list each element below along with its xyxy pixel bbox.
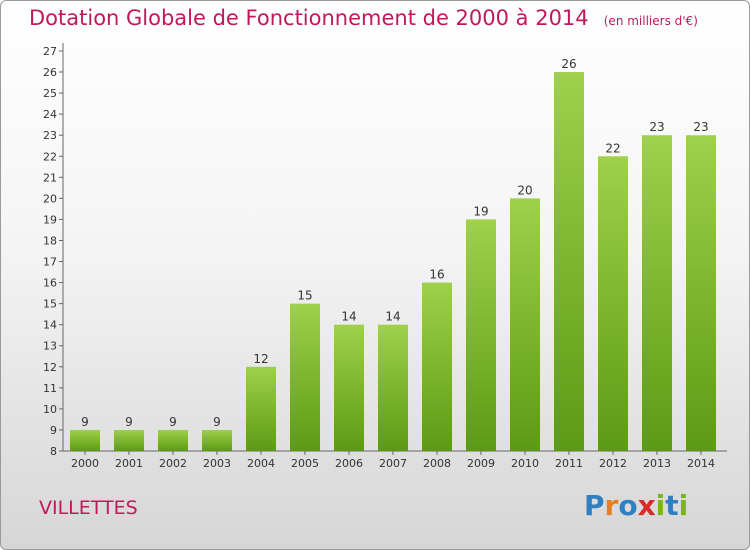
bar bbox=[114, 429, 144, 451]
x-tick-label: 2007 bbox=[379, 457, 407, 470]
x-tick-label: 2011 bbox=[555, 457, 583, 470]
bar bbox=[290, 303, 320, 451]
y-tick-label: 25 bbox=[43, 87, 57, 100]
y-tick-label: 17 bbox=[43, 256, 57, 269]
data-label: 20 bbox=[517, 183, 532, 197]
bar bbox=[422, 282, 452, 451]
bar bbox=[510, 198, 540, 451]
y-tick-label: 14 bbox=[43, 319, 57, 332]
x-tick-label: 2002 bbox=[159, 457, 187, 470]
data-label: 12 bbox=[253, 352, 268, 366]
y-tick-label: 18 bbox=[43, 234, 57, 247]
bar bbox=[598, 156, 628, 451]
x-tick-label: 2013 bbox=[643, 457, 671, 470]
y-tick-label: 15 bbox=[43, 298, 57, 311]
x-tick-label: 2001 bbox=[115, 457, 143, 470]
data-label: 9 bbox=[213, 415, 221, 429]
y-tick-label: 11 bbox=[43, 382, 57, 395]
data-label: 15 bbox=[297, 289, 312, 303]
y-tick-label: 26 bbox=[43, 66, 57, 79]
data-label: 9 bbox=[125, 415, 133, 429]
x-tick-label: 2003 bbox=[203, 457, 231, 470]
bar bbox=[686, 135, 716, 452]
bar bbox=[158, 429, 188, 451]
data-label: 9 bbox=[81, 415, 89, 429]
bar bbox=[246, 366, 276, 451]
bar bbox=[378, 324, 408, 451]
bar bbox=[466, 219, 496, 451]
x-tick-label: 2014 bbox=[687, 457, 715, 470]
y-tick-label: 24 bbox=[43, 108, 57, 121]
logo-letter: o bbox=[618, 489, 638, 522]
title-text: Dotation Globale de Fonctionnement de 20… bbox=[29, 6, 589, 30]
bar bbox=[642, 135, 672, 452]
x-tick-label: 2005 bbox=[291, 457, 319, 470]
bar bbox=[70, 429, 100, 451]
y-tick-label: 16 bbox=[43, 277, 57, 290]
bar bbox=[202, 429, 232, 451]
x-tick-label: 2012 bbox=[599, 457, 627, 470]
bar bbox=[334, 324, 364, 451]
y-tick-label: 13 bbox=[43, 340, 57, 353]
y-tick-label: 21 bbox=[43, 171, 57, 184]
data-label: 19 bbox=[473, 204, 488, 218]
x-tick-label: 2009 bbox=[467, 457, 495, 470]
y-tick-label: 10 bbox=[43, 403, 57, 416]
commune-name: VILLETTES bbox=[39, 497, 138, 519]
chart-title: Dotation Globale de Fonctionnement de 20… bbox=[29, 6, 698, 30]
logo-letter: i bbox=[678, 489, 689, 522]
y-tick-label: 9 bbox=[50, 424, 57, 437]
y-tick-label: 19 bbox=[43, 213, 57, 226]
y-tick-label: 20 bbox=[43, 192, 57, 205]
bar bbox=[554, 72, 584, 451]
proxiti-logo: Proxiti bbox=[584, 489, 688, 522]
y-tick-label: 23 bbox=[43, 129, 57, 142]
y-tick-label: 27 bbox=[43, 45, 57, 58]
data-label: 16 bbox=[429, 268, 444, 282]
logo-letter: P bbox=[584, 489, 605, 522]
data-label: 9 bbox=[169, 415, 177, 429]
data-label: 14 bbox=[341, 310, 356, 324]
x-tick-label: 2010 bbox=[511, 457, 539, 470]
data-label: 23 bbox=[693, 120, 708, 134]
logo-letter: r bbox=[604, 489, 619, 522]
data-label: 22 bbox=[605, 141, 620, 155]
x-tick-label: 2006 bbox=[335, 457, 363, 470]
logo-letter: i bbox=[655, 489, 666, 522]
y-tick-label: 12 bbox=[43, 361, 57, 374]
y-tick-label: 22 bbox=[43, 150, 57, 163]
x-tick-label: 2000 bbox=[71, 457, 99, 470]
logo-letter: x bbox=[637, 489, 656, 522]
y-tick-label: 8 bbox=[50, 445, 57, 458]
data-label: 14 bbox=[385, 310, 400, 324]
data-label: 26 bbox=[561, 57, 576, 71]
data-label: 23 bbox=[649, 120, 664, 134]
logo-letter: t bbox=[665, 489, 679, 522]
x-tick-label: 2004 bbox=[247, 457, 275, 470]
unit-text: (en milliers d'€) bbox=[603, 14, 698, 28]
x-tick-label: 2008 bbox=[423, 457, 451, 470]
